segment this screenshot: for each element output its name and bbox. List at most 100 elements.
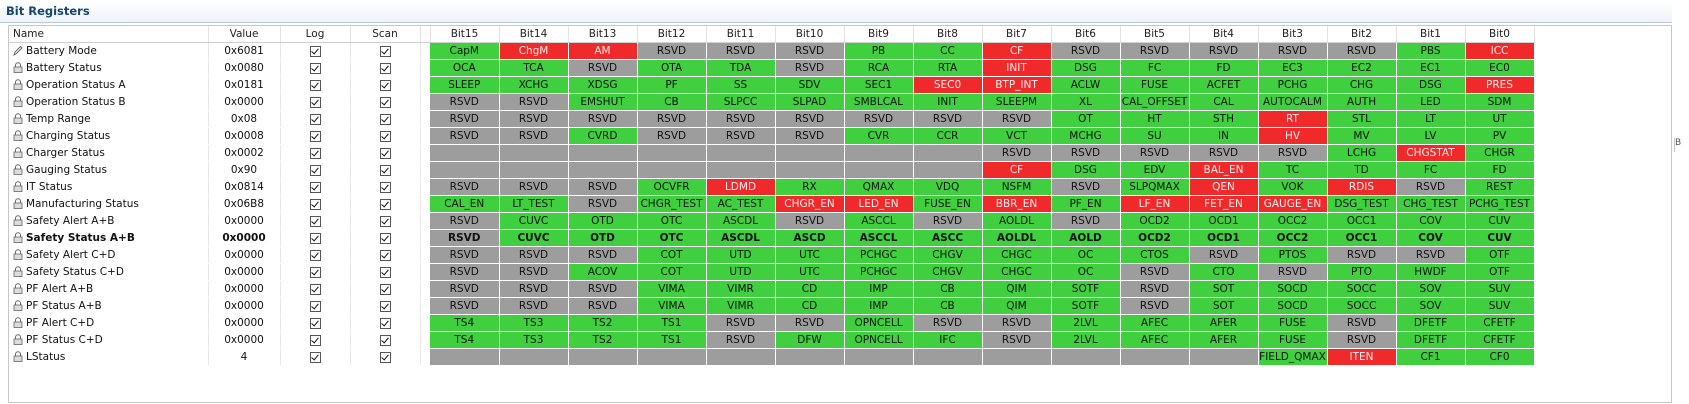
bit-cell[interactable] bbox=[430, 348, 500, 366]
column-header-bit0[interactable]: Bit0 bbox=[1465, 26, 1535, 43]
bit-cell[interactable]: VCT bbox=[982, 127, 1052, 145]
bit-cell[interactable] bbox=[706, 144, 776, 162]
bit-cell[interactable]: ACOV bbox=[568, 263, 638, 281]
bit-cell[interactable]: EC1 bbox=[1396, 59, 1466, 77]
bit-cell[interactable]: RSVD bbox=[568, 195, 638, 213]
bit-cell[interactable]: DSG bbox=[1051, 59, 1121, 77]
log-checkbox[interactable] bbox=[309, 164, 321, 176]
bit-cell[interactable]: DFW bbox=[775, 331, 845, 349]
column-header-bit7[interactable]: Bit7 bbox=[982, 26, 1052, 43]
bit-cell[interactable]: COV bbox=[1396, 212, 1466, 230]
bit-cell[interactable]: SOT bbox=[1189, 280, 1259, 298]
column-header-bit6[interactable]: Bit6 bbox=[1051, 26, 1121, 43]
bit-cell[interactable]: FUSE bbox=[1258, 314, 1328, 332]
bit-cell[interactable]: OTC bbox=[637, 229, 707, 247]
register-name-cell[interactable]: PF Status C+D bbox=[9, 331, 209, 349]
bit-cell[interactable]: CF bbox=[982, 42, 1052, 60]
bit-cell[interactable]: HT bbox=[1120, 110, 1190, 128]
bit-cell[interactable]: OTD bbox=[568, 212, 638, 230]
bit-cell[interactable]: RSVD bbox=[1327, 314, 1397, 332]
bit-cell[interactable]: CAL_OFFSET bbox=[1120, 93, 1190, 111]
register-row[interactable]: Safety Alert C+D 0x0000 RSVD RSVD RSVD COT UTD… bbox=[9, 246, 1535, 264]
register-row[interactable]: PF Alert A+B 0x0000 RSVD RSVD RSVD VIMA VIMR CD… bbox=[9, 280, 1535, 298]
register-row[interactable]: Battery Mode 0x6081 CapM ChgM AM RSVD RSVD RSVD… bbox=[9, 42, 1535, 60]
bit-cell[interactable]: AC_TEST bbox=[706, 195, 776, 213]
bit-cell[interactable]: TS4 bbox=[430, 331, 500, 349]
bit-cell[interactable]: SLPQMAX bbox=[1120, 178, 1190, 196]
bit-cell[interactable]: TD bbox=[1327, 161, 1397, 179]
bit-cell[interactable]: QIM bbox=[982, 297, 1052, 315]
bit-cell[interactable] bbox=[568, 348, 638, 366]
bit-cell[interactable]: RSVD bbox=[982, 331, 1052, 349]
bit-cell[interactable]: VIMA bbox=[637, 280, 707, 298]
bit-cell[interactable]: HV bbox=[1258, 127, 1328, 145]
bit-cell[interactable]: IMP bbox=[844, 280, 914, 298]
bit-cell[interactable]: RX bbox=[775, 178, 845, 196]
bit-cell[interactable]: LF_EN bbox=[1120, 195, 1190, 213]
bit-cell[interactable]: CHGC bbox=[982, 246, 1052, 264]
bit-cell[interactable]: SOV bbox=[1396, 297, 1466, 315]
bit-cell[interactable]: PCHGC bbox=[844, 263, 914, 281]
scan-checkbox[interactable] bbox=[379, 351, 391, 363]
log-checkbox[interactable] bbox=[309, 181, 321, 193]
bit-cell[interactable]: RSVD bbox=[499, 178, 569, 196]
bit-cell[interactable]: QIM bbox=[982, 280, 1052, 298]
bit-cell[interactable]: ASCCL bbox=[844, 212, 914, 230]
register-row[interactable]: Safety Status A+B 0x0000 RSVD CUVC OTD OTC ASC… bbox=[9, 229, 1535, 247]
bit-cell[interactable]: RSVD bbox=[568, 280, 638, 298]
bit-cell[interactable]: RT bbox=[1258, 110, 1328, 128]
bit-cell[interactable]: COT bbox=[637, 246, 707, 264]
bit-cell[interactable]: RSVD bbox=[982, 110, 1052, 128]
bit-cell[interactable]: CHGC bbox=[982, 263, 1052, 281]
bit-cell[interactable]: LDMD bbox=[706, 178, 776, 196]
bit-cell[interactable]: CF bbox=[982, 161, 1052, 179]
register-name-cell[interactable]: Operation Status B bbox=[9, 93, 209, 111]
scan-checkbox[interactable] bbox=[379, 62, 391, 74]
bit-cell[interactable]: LCHG bbox=[1327, 144, 1397, 162]
bit-cell[interactable]: DSG bbox=[1396, 76, 1466, 94]
bit-cell[interactable]: RSVD bbox=[706, 331, 776, 349]
log-checkbox[interactable] bbox=[309, 300, 321, 312]
bit-cell[interactable]: OTD bbox=[568, 229, 638, 247]
bit-cell[interactable]: PCHG bbox=[1258, 76, 1328, 94]
bit-cell[interactable]: TDA bbox=[706, 59, 776, 77]
bit-cell[interactable]: FUSE bbox=[1258, 331, 1328, 349]
bit-cell[interactable]: RSVD bbox=[637, 127, 707, 145]
bit-cell[interactable]: GAUGE_EN bbox=[1258, 195, 1328, 213]
bit-cell[interactable]: RSVD bbox=[1258, 263, 1328, 281]
bit-cell[interactable]: FET_EN bbox=[1189, 195, 1259, 213]
scan-checkbox[interactable] bbox=[379, 300, 391, 312]
bit-cell[interactable]: FD bbox=[1189, 59, 1259, 77]
bit-cell[interactable]: LED bbox=[1396, 93, 1466, 111]
bit-cell[interactable]: ACLW bbox=[1051, 76, 1121, 94]
bit-cell[interactable] bbox=[706, 348, 776, 366]
bit-cell[interactable]: IFC bbox=[913, 331, 983, 349]
bit-cell[interactable]: CHGSTAT bbox=[1396, 144, 1466, 162]
bit-cell[interactable]: RSVD bbox=[706, 42, 776, 60]
register-row[interactable]: Gauging Status 0x90 CF DSG EDV BAL_EN TC TD FC FD bbox=[9, 161, 1535, 179]
bit-cell[interactable] bbox=[913, 161, 983, 179]
bit-cell[interactable]: EC3 bbox=[1258, 59, 1328, 77]
log-checkbox[interactable] bbox=[309, 266, 321, 278]
bit-cell[interactable]: CUVC bbox=[499, 229, 569, 247]
bit-cell[interactable]: CVR bbox=[844, 127, 914, 145]
bit-cell[interactable]: AOLDL bbox=[982, 229, 1052, 247]
column-header-bit13[interactable]: Bit13 bbox=[568, 26, 638, 43]
bit-cell[interactable]: SLPAD bbox=[775, 93, 845, 111]
column-header-bit8[interactable]: Bit8 bbox=[913, 26, 983, 43]
bit-cell[interactable]: ASCCL bbox=[844, 229, 914, 247]
bit-cell[interactable]: SU bbox=[1120, 127, 1190, 145]
column-header-bit1[interactable]: Bit1 bbox=[1396, 26, 1466, 43]
bit-cell[interactable]: AOLDL bbox=[982, 212, 1052, 230]
bit-cell[interactable]: SEC0 bbox=[913, 76, 983, 94]
bit-cell[interactable] bbox=[637, 348, 707, 366]
bit-cell[interactable]: TS3 bbox=[499, 331, 569, 349]
bit-cell[interactable] bbox=[913, 348, 983, 366]
bit-cell[interactable]: CB bbox=[913, 280, 983, 298]
bit-cell[interactable]: SLEEPM bbox=[982, 93, 1052, 111]
bit-cell[interactable] bbox=[568, 161, 638, 179]
bit-cell[interactable]: AFER bbox=[1189, 314, 1259, 332]
bit-cell[interactable]: RSVD bbox=[637, 42, 707, 60]
bit-cell[interactable]: CHGR_TEST bbox=[637, 195, 707, 213]
column-header-bit10[interactable]: Bit10 bbox=[775, 26, 845, 43]
